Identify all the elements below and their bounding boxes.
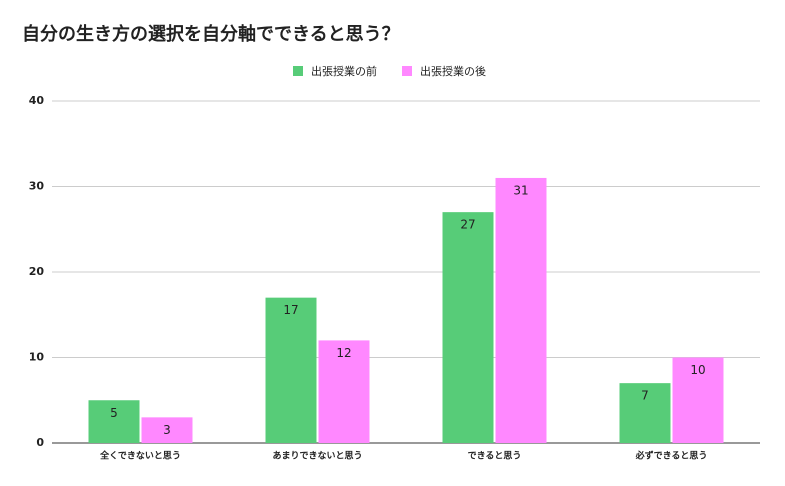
x-tick-label: 全くできないと思う xyxy=(99,450,181,462)
x-tick-label: 必ずできると思う xyxy=(635,450,708,462)
legend-label: 出張授業の後 xyxy=(420,64,486,78)
y-tick-label: 40 xyxy=(29,94,45,107)
bar xyxy=(619,383,671,443)
bar xyxy=(141,417,193,443)
bar xyxy=(495,177,547,443)
bar xyxy=(442,212,494,443)
data-label: 5 xyxy=(110,406,118,420)
x-tick-label: あまりできないと思う xyxy=(272,451,362,462)
data-label: 10 xyxy=(690,363,705,377)
bar xyxy=(672,357,724,443)
legend-swatch xyxy=(293,66,303,76)
data-label: 7 xyxy=(641,389,649,403)
data-label: 12 xyxy=(336,346,351,360)
bar xyxy=(265,297,317,443)
data-label: 31 xyxy=(513,183,528,197)
x-tick-label: できると思う xyxy=(468,451,522,462)
legend-swatch xyxy=(402,66,412,76)
y-tick-label: 0 xyxy=(36,436,44,449)
data-label: 3 xyxy=(163,423,171,437)
y-tick-label: 10 xyxy=(29,351,45,364)
data-label: 17 xyxy=(283,303,298,317)
chart-title: 自分の生き方の選択を自分軸でできると思う？ xyxy=(22,23,400,45)
bar xyxy=(318,340,370,443)
data-label: 27 xyxy=(460,218,475,232)
bar xyxy=(88,400,140,443)
legend-label: 出張授業の前 xyxy=(311,64,377,78)
y-tick-label: 20 xyxy=(29,265,45,278)
y-tick-label: 30 xyxy=(29,180,45,193)
